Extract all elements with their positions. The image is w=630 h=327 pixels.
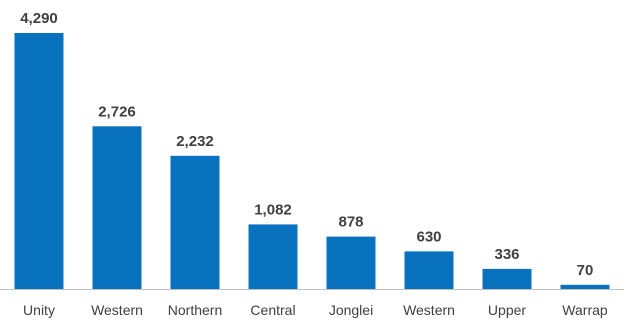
bar-0 bbox=[14, 33, 64, 289]
category-label-5: Western bbox=[403, 302, 455, 318]
category-label-7: Warrap bbox=[562, 302, 608, 318]
bar-value-label-7: 70 bbox=[577, 262, 594, 279]
value-labels-layer: 4,290 2,726 2,232 1,082 878 630 336 70 bbox=[20, 10, 593, 279]
bar-value-label-1: 2,726 bbox=[98, 103, 136, 120]
bar-value-label-6: 336 bbox=[494, 246, 519, 263]
bar-value-label-0: 4,290 bbox=[20, 10, 58, 27]
category-label-0: Unity bbox=[23, 302, 55, 318]
bar-5 bbox=[404, 251, 454, 289]
category-label-2: Northern bbox=[168, 302, 222, 318]
category-labels-layer: Unity Western Northern Central Jonglei Wester… bbox=[23, 302, 608, 318]
category-label-1: Western bbox=[91, 302, 143, 318]
bar-3 bbox=[248, 224, 298, 289]
bar-7 bbox=[560, 284, 610, 289]
bar-value-label-5: 630 bbox=[416, 228, 441, 245]
category-label-4: Jonglei bbox=[329, 302, 373, 318]
category-label-3: Central bbox=[250, 302, 295, 318]
bar-2 bbox=[170, 155, 220, 289]
bar-value-label-4: 878 bbox=[338, 214, 363, 231]
bars-layer bbox=[14, 33, 610, 289]
bar-value-label-2: 2,232 bbox=[176, 133, 214, 150]
bar-6 bbox=[482, 268, 532, 289]
bar-value-label-3: 1,082 bbox=[254, 201, 292, 218]
category-label-6: Upper bbox=[488, 302, 526, 318]
bar-4 bbox=[326, 236, 376, 289]
bar-1 bbox=[92, 126, 142, 289]
